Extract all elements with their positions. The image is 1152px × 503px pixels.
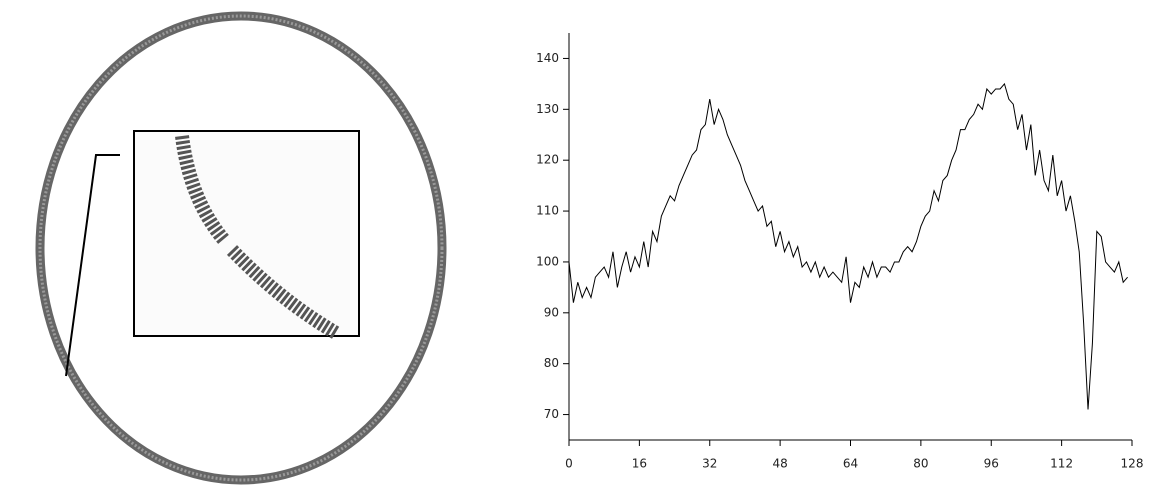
x-tick-label: 64 (843, 457, 858, 471)
x-tick-label: 32 (702, 457, 717, 471)
y-tick-label: 140 (536, 51, 559, 65)
y-tick-label: 80 (544, 356, 559, 370)
y-tick-label: 70 (544, 407, 559, 421)
x-tick-label: 96 (984, 457, 999, 471)
x-tick-label: 48 (772, 457, 787, 471)
y-tick-label: 110 (536, 204, 559, 218)
connector (65, 154, 120, 377)
y-tick-label: 100 (536, 254, 559, 268)
ring-image (35, 11, 447, 485)
x-tick-label: 0 (565, 457, 573, 471)
data-line (568, 82, 1128, 410)
x-tick-label: 128 (1121, 457, 1144, 471)
inset (133, 130, 360, 337)
ring-texture (38, 14, 444, 482)
y-tick-label: 120 (536, 153, 559, 167)
x-tick-label: 112 (1050, 457, 1073, 471)
x-tick-label: 80 (913, 457, 928, 471)
y-tick-label: 90 (544, 305, 559, 319)
chart: 70 80 90 100 110 120 130 140 0 16 32 48 64 80 96 112 128 (536, 33, 1143, 471)
inset-ring (226, 245, 340, 340)
x-tick-label: 16 (632, 457, 647, 471)
y-tick-label: 130 (536, 102, 559, 116)
inset-ring (175, 135, 230, 245)
